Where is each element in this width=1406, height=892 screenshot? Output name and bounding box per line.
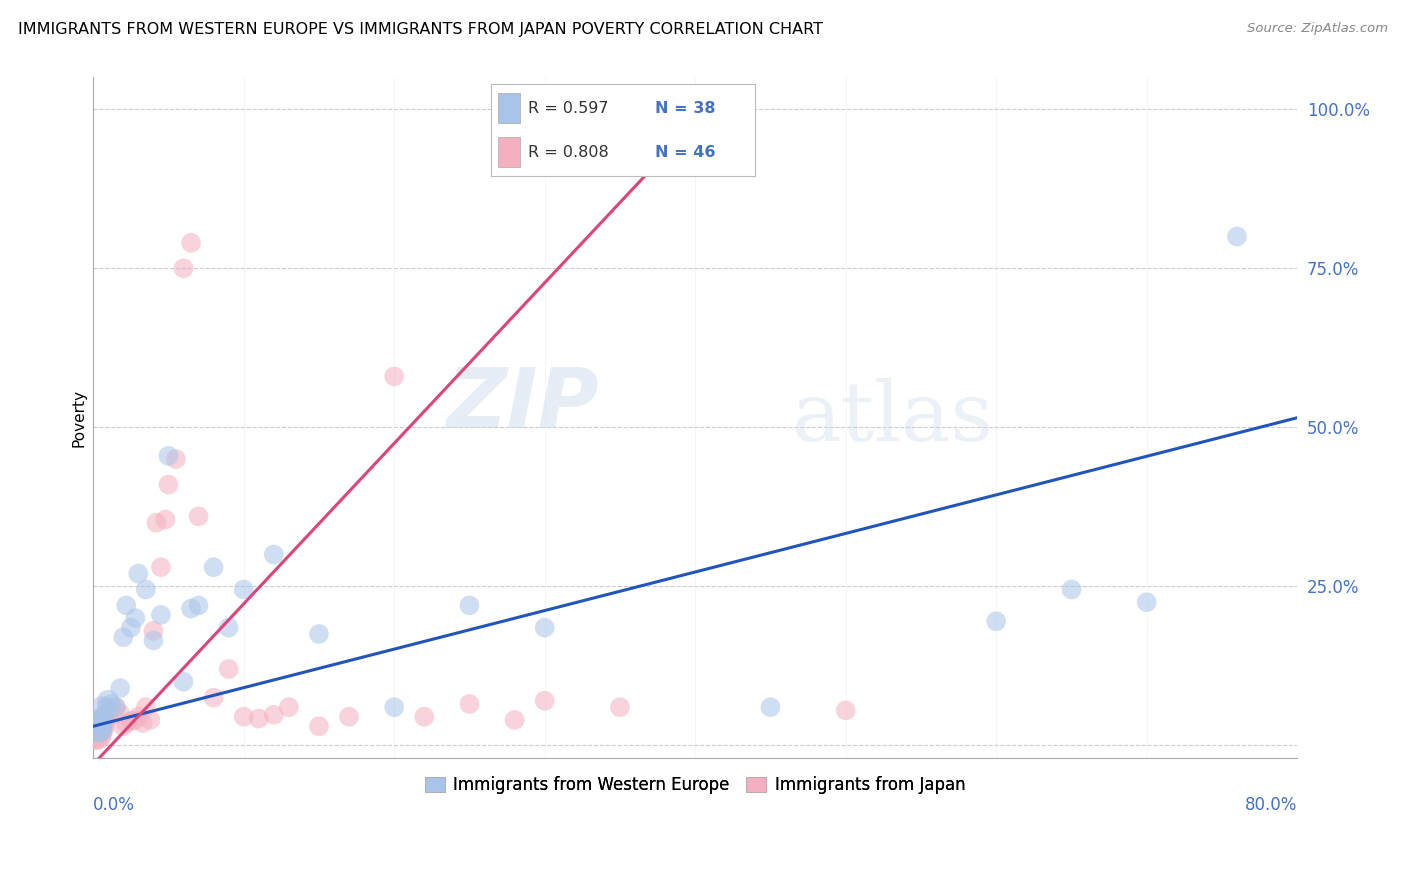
- Point: [83, 729, 105, 743]
- Point: [173, 674, 195, 689]
- Point: [89, 723, 111, 737]
- Point: [232, 709, 254, 723]
- Point: [157, 477, 180, 491]
- Point: [86, 721, 108, 735]
- Point: [84, 725, 107, 739]
- Point: [110, 706, 132, 721]
- Point: [308, 719, 330, 733]
- Text: IMMIGRANTS FROM WESTERN EUROPE VS IMMIGRANTS FROM JAPAN POVERTY CORRELATION CHAR: IMMIGRANTS FROM WESTERN EUROPE VS IMMIGR…: [18, 22, 824, 37]
- Point: [135, 700, 157, 714]
- Point: [382, 700, 405, 714]
- Point: [277, 700, 299, 714]
- Point: [96, 706, 118, 721]
- Point: [97, 709, 120, 723]
- Point: [90, 716, 112, 731]
- Point: [263, 707, 285, 722]
- Text: atlas: atlas: [792, 377, 994, 458]
- Point: [609, 700, 631, 714]
- Point: [86, 719, 108, 733]
- Point: [124, 713, 146, 727]
- Point: [1060, 582, 1083, 597]
- Point: [84, 719, 107, 733]
- Point: [89, 713, 111, 727]
- Point: [96, 700, 118, 714]
- Point: [533, 694, 555, 708]
- Point: [89, 723, 111, 737]
- Point: [202, 560, 225, 574]
- Point: [94, 713, 117, 727]
- Point: [91, 716, 114, 731]
- Point: [187, 509, 209, 524]
- Point: [458, 599, 481, 613]
- Point: [202, 690, 225, 705]
- Point: [142, 624, 165, 638]
- Point: [135, 582, 157, 597]
- Point: [149, 560, 172, 574]
- Y-axis label: Poverty: Poverty: [72, 389, 86, 447]
- Point: [1136, 595, 1159, 609]
- Point: [93, 719, 115, 733]
- Point: [155, 512, 177, 526]
- Point: [124, 611, 146, 625]
- Point: [337, 709, 360, 723]
- Point: [759, 700, 782, 714]
- Text: ZIP: ZIP: [446, 364, 599, 444]
- Point: [165, 452, 187, 467]
- Point: [127, 709, 149, 723]
- Text: 0.0%: 0.0%: [93, 797, 135, 814]
- Point: [90, 721, 112, 735]
- Point: [533, 621, 555, 635]
- Point: [413, 709, 436, 723]
- Point: [127, 566, 149, 581]
- Point: [247, 712, 270, 726]
- Point: [180, 601, 202, 615]
- Point: [142, 633, 165, 648]
- Point: [100, 697, 122, 711]
- Point: [94, 706, 117, 721]
- Point: [120, 621, 142, 635]
- Point: [110, 681, 132, 695]
- Point: [145, 516, 167, 530]
- Point: [834, 703, 856, 717]
- Point: [218, 621, 240, 635]
- Point: [115, 716, 138, 731]
- Text: 80.0%: 80.0%: [1244, 797, 1298, 814]
- Point: [986, 615, 1008, 629]
- Point: [86, 729, 108, 743]
- Point: [139, 713, 162, 727]
- Point: [263, 548, 285, 562]
- Point: [112, 630, 135, 644]
- Point: [91, 700, 114, 714]
- Point: [104, 700, 127, 714]
- Legend: Immigrants from Western Europe, Immigrants from Japan: Immigrants from Western Europe, Immigran…: [419, 770, 972, 801]
- Point: [97, 694, 120, 708]
- Point: [157, 449, 180, 463]
- Point: [93, 709, 115, 723]
- Point: [100, 703, 122, 717]
- Point: [503, 713, 526, 727]
- Point: [132, 716, 155, 731]
- Point: [218, 662, 240, 676]
- Point: [1226, 229, 1249, 244]
- Point: [382, 369, 405, 384]
- Point: [115, 599, 138, 613]
- Point: [180, 235, 202, 250]
- Point: [308, 627, 330, 641]
- Point: [149, 607, 172, 622]
- Point: [120, 714, 142, 728]
- Point: [458, 697, 481, 711]
- Point: [173, 261, 195, 276]
- Point: [232, 582, 254, 597]
- Text: Source: ZipAtlas.com: Source: ZipAtlas.com: [1247, 22, 1388, 36]
- Point: [112, 719, 135, 733]
- Point: [187, 599, 209, 613]
- Point: [104, 700, 127, 714]
